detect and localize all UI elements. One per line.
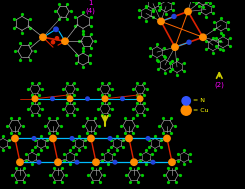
Circle shape [32,96,38,101]
Circle shape [146,137,150,140]
Circle shape [113,160,117,164]
Circle shape [70,137,74,140]
Circle shape [200,34,206,40]
Circle shape [182,97,190,105]
Circle shape [55,159,61,165]
Circle shape [108,137,112,140]
Text: 1: 1 [88,0,93,6]
Circle shape [181,105,191,115]
Circle shape [172,14,176,18]
Circle shape [32,137,36,140]
Circle shape [86,97,89,101]
Circle shape [50,135,56,142]
Circle shape [75,160,79,164]
Text: = N: = N [193,98,205,103]
Circle shape [185,8,191,15]
Circle shape [164,135,170,142]
Circle shape [55,37,59,40]
Circle shape [51,97,54,101]
Circle shape [37,160,41,164]
Circle shape [126,135,132,142]
Circle shape [93,159,99,165]
Circle shape [54,27,58,32]
Circle shape [17,159,23,165]
Circle shape [62,38,68,44]
Text: (4): (4) [86,7,96,14]
Circle shape [187,40,191,44]
Circle shape [88,135,94,142]
Circle shape [51,41,55,44]
Circle shape [121,97,124,101]
Circle shape [137,96,143,101]
Circle shape [67,96,73,101]
Circle shape [172,44,178,50]
Circle shape [131,159,137,165]
Circle shape [158,18,164,25]
Text: (2): (2) [214,82,224,88]
Text: = Cu: = Cu [193,108,209,113]
Circle shape [12,135,18,142]
Circle shape [151,160,155,164]
Circle shape [102,96,108,101]
Circle shape [40,34,46,40]
Circle shape [169,159,175,165]
